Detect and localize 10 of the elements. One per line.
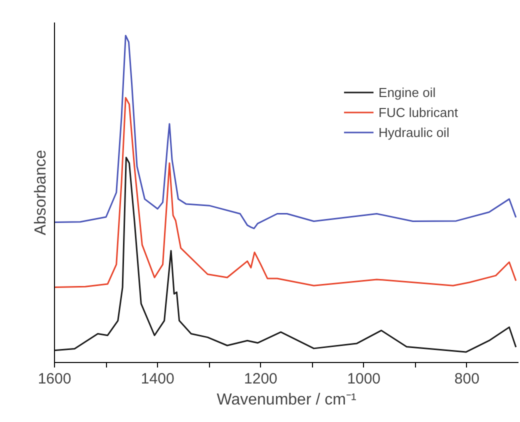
x-tick-label: 800 <box>454 370 480 388</box>
x-tick-label: 1600 <box>38 370 72 388</box>
x-tick-label: 1000 <box>347 370 381 388</box>
x-axis-title: Wavenumber / cm⁻¹ <box>216 392 356 408</box>
legend-label: Hydraulic oil <box>378 124 450 140</box>
legend-label: Engine oil <box>378 84 436 100</box>
x-tick-label: 1200 <box>244 370 278 388</box>
legend-label: FUC lubricant <box>378 104 458 120</box>
x-tick-label: 1400 <box>140 370 174 388</box>
y-axis-title: Absorbance <box>32 150 50 236</box>
